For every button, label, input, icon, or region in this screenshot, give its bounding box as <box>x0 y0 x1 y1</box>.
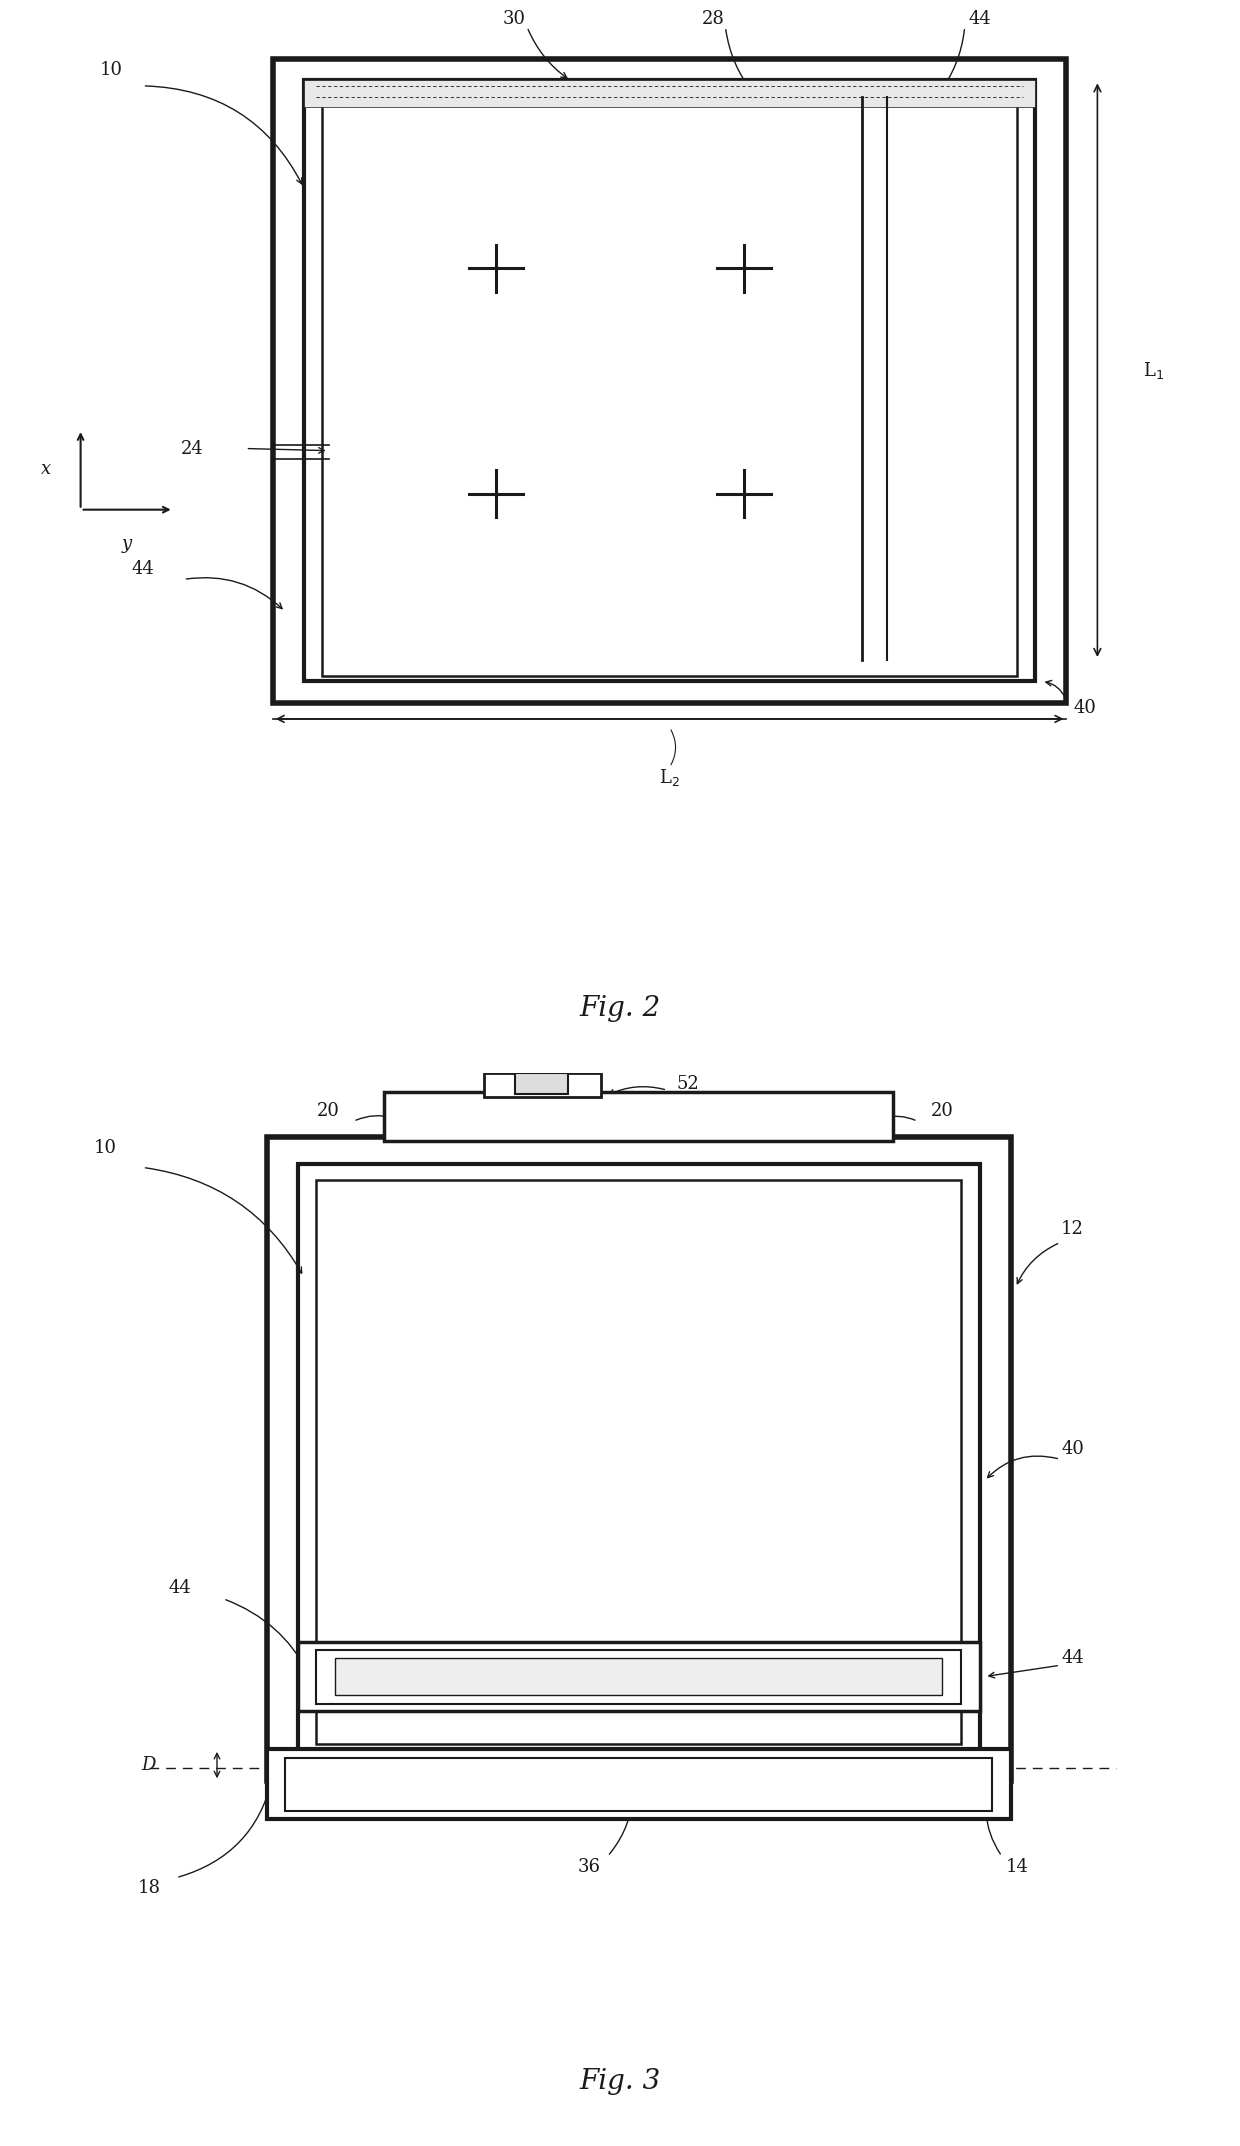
Text: 10: 10 <box>94 1140 117 1157</box>
Bar <box>335 1659 942 1695</box>
Bar <box>515 1073 568 1094</box>
Text: 14: 14 <box>1006 1858 1028 1876</box>
Text: 10: 10 <box>100 60 123 79</box>
Bar <box>267 1137 1011 1781</box>
Text: Fig. 3: Fig. 3 <box>579 2069 661 2094</box>
Bar <box>298 1642 980 1713</box>
Text: 50: 50 <box>522 1075 544 1092</box>
Text: 28: 28 <box>702 11 724 28</box>
Bar <box>322 97 1017 676</box>
Text: 40: 40 <box>1074 700 1096 717</box>
Text: L$_1$: L$_1$ <box>1143 361 1163 380</box>
Text: D: D <box>141 1755 156 1775</box>
Bar <box>298 1163 980 1760</box>
Text: 18: 18 <box>138 1880 160 1897</box>
Text: 30: 30 <box>503 11 526 28</box>
Bar <box>316 1180 961 1743</box>
Text: 20: 20 <box>317 1101 340 1120</box>
Text: 12: 12 <box>1061 1219 1084 1238</box>
Text: 44: 44 <box>968 11 991 28</box>
Text: 44: 44 <box>131 560 154 577</box>
Text: L$_2$: L$_2$ <box>660 768 680 788</box>
Bar <box>304 79 1035 107</box>
Bar <box>273 60 1066 704</box>
Text: 44: 44 <box>169 1579 191 1597</box>
Text: y: y <box>122 534 133 554</box>
Text: 40: 40 <box>1061 1440 1084 1457</box>
Text: 52: 52 <box>677 1075 699 1092</box>
Text: 20: 20 <box>931 1101 954 1120</box>
Text: 44: 44 <box>1061 1648 1084 1667</box>
Bar <box>484 1073 601 1097</box>
Bar <box>285 1758 992 1811</box>
Bar <box>384 1092 893 1142</box>
Text: x: x <box>41 461 51 479</box>
Bar <box>316 1650 961 1704</box>
Text: 24: 24 <box>181 440 203 457</box>
Bar <box>267 1749 1011 1820</box>
Bar <box>304 79 1035 682</box>
Text: Fig. 2: Fig. 2 <box>579 996 661 1021</box>
Text: 36: 36 <box>578 1858 600 1876</box>
